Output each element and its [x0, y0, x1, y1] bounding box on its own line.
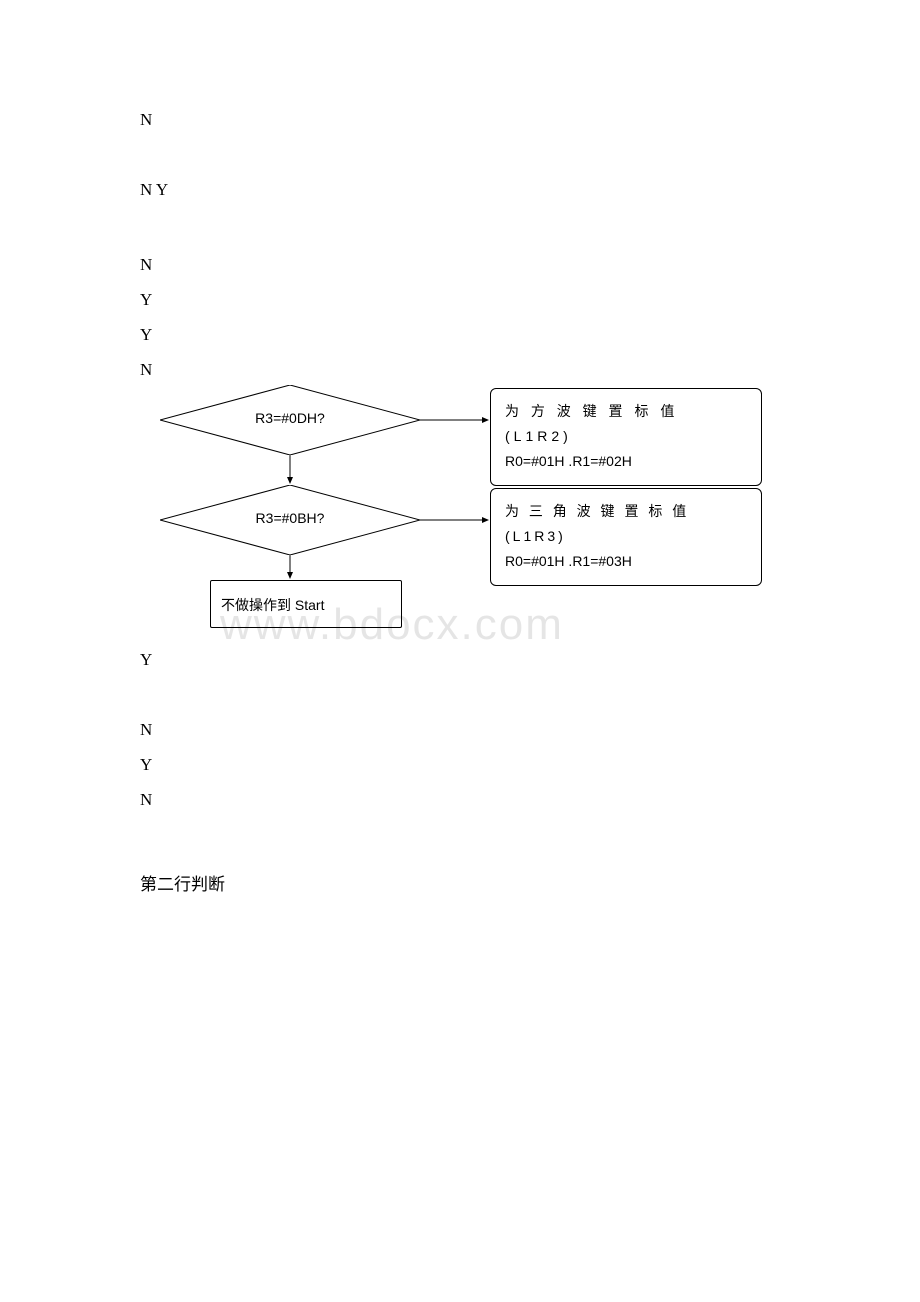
- label-n-5: N: [140, 790, 152, 810]
- label-n-3: N: [140, 360, 152, 380]
- process-b1: 为 方 波 键 置 标 值 (L1R2) R0=#01H .R1=#02H: [490, 388, 762, 486]
- label-y-4: Y: [140, 755, 152, 775]
- process-p1: 不做操作到 Start: [210, 580, 402, 628]
- label-y-3: Y: [140, 650, 152, 670]
- label-y-1: Y: [140, 290, 152, 310]
- heading-row2: 第二行判断: [140, 870, 225, 895]
- process-b2-line2: R0=#01H .R1=#03H: [505, 549, 747, 574]
- process-b2-line1: 为 三 角 波 键 置 标 值 (L1R3): [505, 499, 747, 549]
- label-n-2: N: [140, 255, 152, 275]
- process-b1-line2: R0=#01H .R1=#02H: [505, 449, 747, 474]
- label-y-2: Y: [140, 325, 152, 345]
- decision-d2-label: R3=#0BH?: [160, 510, 420, 526]
- label-n-y: N Y: [140, 180, 168, 200]
- process-p1-line1: 不做操作到 Start: [221, 597, 324, 613]
- label-n-1: N: [140, 110, 152, 130]
- process-b1-line1: 为 方 波 键 置 标 值 (L1R2): [505, 399, 747, 449]
- decision-d1-label: R3=#0DH?: [160, 410, 420, 426]
- flowchart-arrows: [0, 0, 920, 1302]
- process-b2: 为 三 角 波 键 置 标 值 (L1R3) R0=#01H .R1=#03H: [490, 488, 762, 586]
- label-n-4: N: [140, 720, 152, 740]
